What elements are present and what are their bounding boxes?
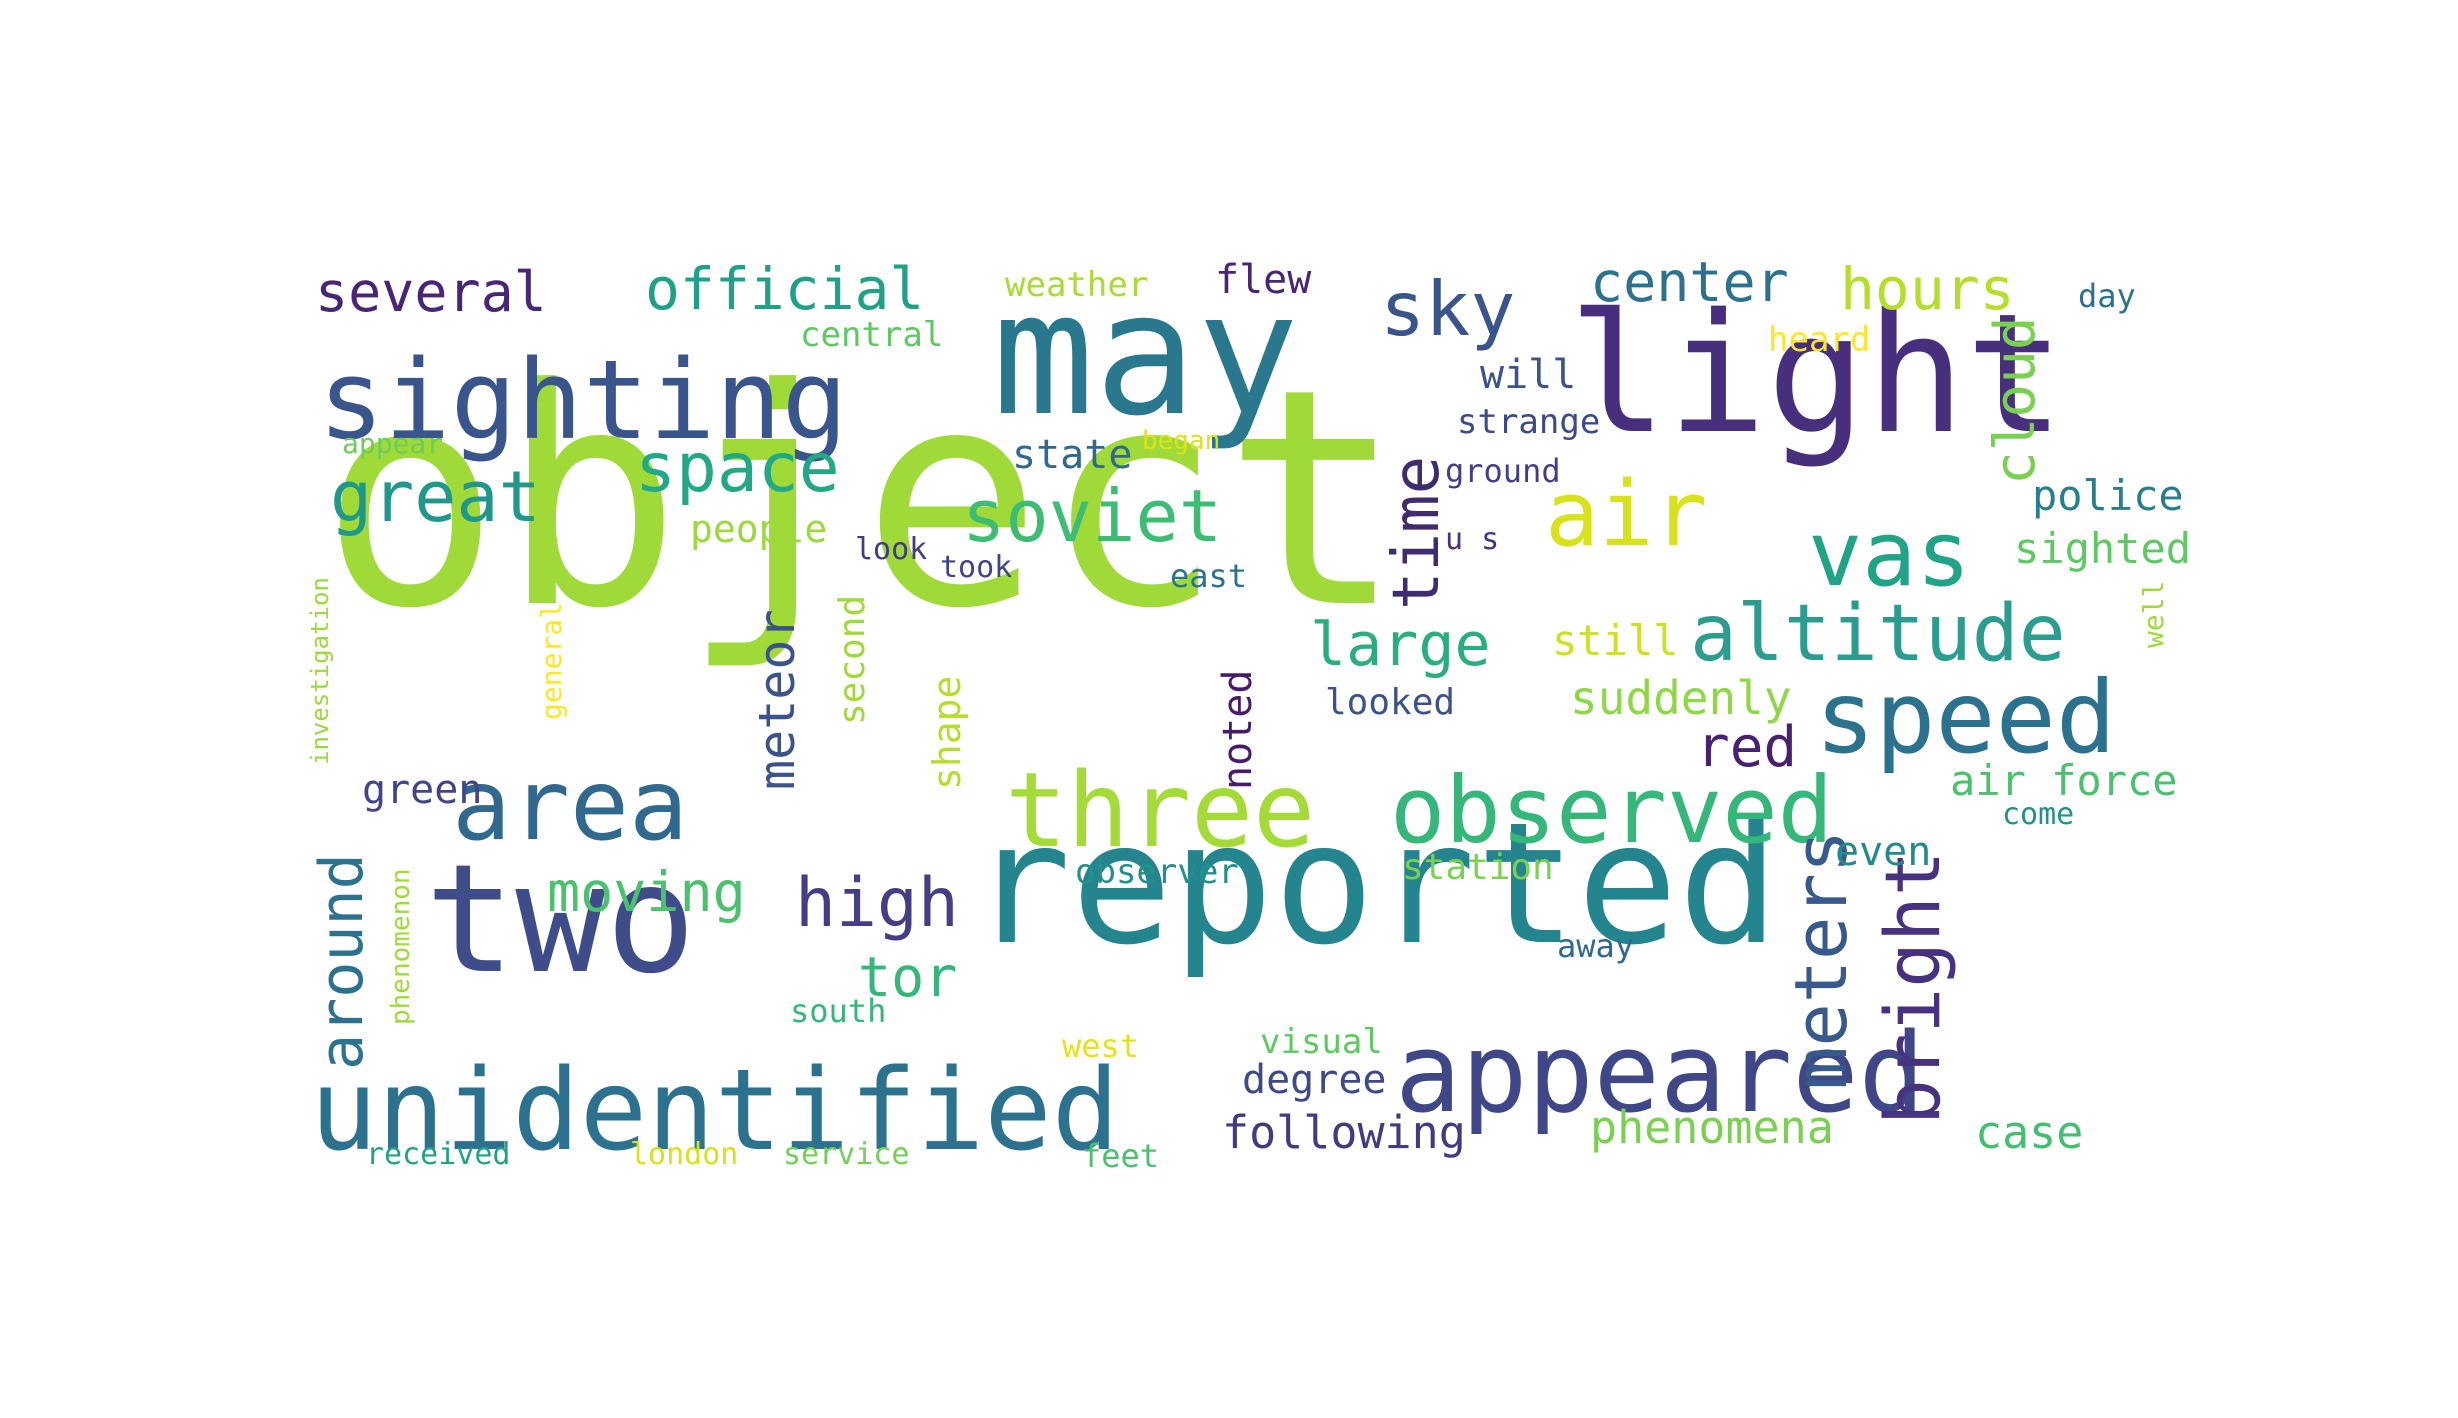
word-phenomenon: phenomenon	[386, 868, 416, 1025]
word-appeared: appeared	[1395, 1009, 1925, 1137]
word-sighted: sighted	[2014, 524, 2192, 573]
word-following: following	[1222, 1106, 1466, 1159]
word-second: second	[832, 594, 873, 725]
word-bright: bright	[1868, 850, 1957, 1125]
word-received: received	[366, 1137, 511, 1172]
word-appear: appear	[342, 427, 444, 460]
word-vas: vas	[1808, 502, 1971, 607]
word-around: around	[307, 853, 377, 1070]
word-london: london	[630, 1137, 739, 1172]
word-air: air	[1545, 462, 1708, 567]
word-red: red	[1696, 715, 1798, 780]
word-reported: reported	[970, 786, 1780, 982]
word-several: several	[315, 260, 547, 324]
word-tor: tor	[858, 945, 958, 1009]
word-come: come	[2002, 797, 2075, 832]
word-strange: strange	[1457, 402, 1601, 442]
word-time: time	[1380, 455, 1454, 610]
word-day: day	[2078, 277, 2136, 315]
word-sky: sky	[1380, 265, 1516, 353]
word-meteor: meteor	[748, 609, 806, 790]
word-u-s: u s	[1445, 522, 1500, 557]
word-speed: speed	[1815, 659, 2117, 776]
word-unidentified: unidentified	[310, 1046, 1120, 1176]
word-air-force: air force	[1950, 756, 2178, 805]
word-central: central	[800, 315, 944, 355]
word-service: service	[783, 1137, 910, 1172]
word-will: will	[1480, 352, 1577, 398]
word-moving: moving	[547, 860, 746, 924]
word-observer: observer	[1075, 852, 1239, 892]
word-heard: heard	[1768, 320, 1871, 360]
word-west: west	[1062, 1027, 1140, 1065]
word-investigation: investigation	[306, 577, 334, 765]
word-well: well	[2137, 580, 2170, 648]
word-east: east	[1170, 557, 1248, 595]
word-observed: observed	[1390, 757, 1834, 864]
word-may: may	[992, 256, 1300, 454]
word-station: station	[1402, 847, 1554, 888]
word-soviet: soviet	[962, 474, 1223, 558]
word-people: people	[690, 507, 828, 551]
word-took: took	[940, 550, 1013, 585]
word-area: area	[452, 749, 689, 863]
word-degree: degree	[1242, 1057, 1387, 1103]
word-green: green	[362, 767, 483, 813]
word-great: great	[330, 456, 541, 538]
word-light: light	[1568, 278, 2065, 470]
word-began: began	[1142, 426, 1221, 456]
word-state: state	[1012, 432, 1133, 478]
word-ground: ground	[1445, 452, 1561, 490]
word-suddenly: suddenly	[1570, 671, 1792, 725]
word-still: still	[1552, 616, 1679, 665]
word-case: case	[1975, 1106, 2084, 1159]
word-object: object	[320, 325, 1404, 674]
word-south: south	[790, 992, 887, 1030]
word-phenomena: phenomena	[1590, 1101, 1834, 1154]
word-shape: shape	[925, 675, 969, 790]
word-look: look	[855, 532, 928, 567]
word-weather: weather	[1005, 265, 1149, 305]
word-flew: flew	[1215, 257, 1312, 303]
word-police: police	[2032, 471, 2184, 520]
word-space: space	[635, 429, 840, 508]
word-center: center	[1590, 250, 1789, 314]
word-sighting: sighting	[318, 336, 848, 464]
word-general: general	[535, 601, 568, 720]
word-noted: noted	[1215, 669, 1261, 790]
word-large: large	[1310, 610, 1491, 680]
word-hours: hours	[1840, 255, 2015, 323]
word-altitude: altitude	[1690, 589, 2066, 679]
word-high: high	[795, 864, 959, 943]
word-visual: visual	[1260, 1022, 1383, 1062]
word-three: three	[1005, 751, 1316, 871]
word-even: even	[1835, 829, 1932, 875]
word-away: away	[1557, 927, 1635, 965]
word-feet: feet	[1082, 1137, 1160, 1175]
word-two: two	[425, 833, 696, 1007]
word-cloud: cloud	[1983, 316, 2048, 485]
word-official: official	[645, 255, 925, 323]
word-looked: looked	[1325, 682, 1456, 723]
word-cloud: object reported may light two sighting u…	[306, 250, 2210, 1190]
